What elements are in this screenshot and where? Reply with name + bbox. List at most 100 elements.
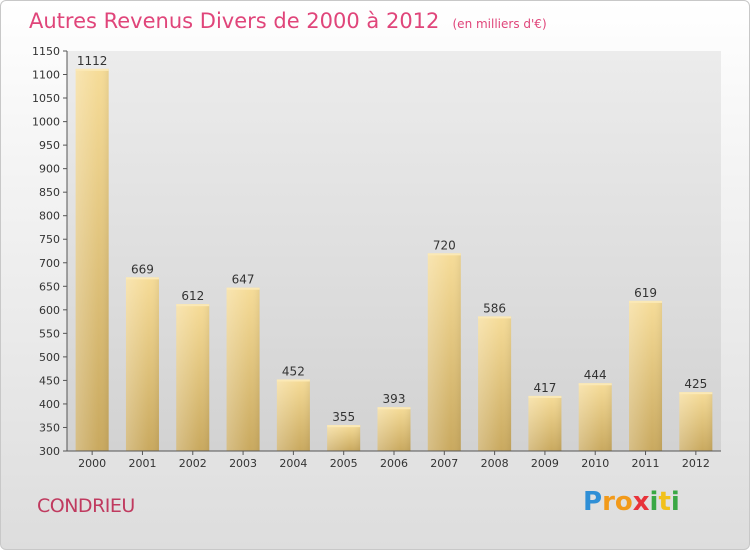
- logo-letter: P: [583, 487, 603, 517]
- y-tick-label: 1000: [32, 116, 60, 129]
- y-tick-label: 600: [39, 304, 60, 317]
- data-label: 1112: [77, 54, 108, 68]
- bar-top: [176, 304, 210, 307]
- bar-2006: [377, 407, 411, 451]
- x-tick-label: 2001: [128, 457, 156, 470]
- bar-top: [478, 316, 512, 319]
- logo-letter: r: [602, 487, 615, 517]
- bar-shade: [75, 68, 109, 451]
- bar-2001: [125, 277, 159, 451]
- y-tick-label: 400: [39, 398, 60, 411]
- data-label: 417: [533, 381, 556, 395]
- x-tick-label: 2004: [279, 457, 307, 470]
- bar-2011: [629, 300, 663, 451]
- x-tick-label: 2011: [632, 457, 660, 470]
- y-tick-label: 1150: [32, 45, 60, 58]
- y-tick-label: 800: [39, 210, 60, 223]
- bar-top: [226, 287, 260, 290]
- bars: 1112 669 612 647 452 355 393 720 586 417 444 619 425: [75, 54, 713, 451]
- bar-top: [125, 277, 159, 280]
- bar-2004: [276, 379, 310, 451]
- bar-shade: [176, 304, 210, 451]
- bar-top: [377, 407, 411, 410]
- bar-2009: [528, 395, 562, 451]
- data-label: 452: [282, 364, 305, 378]
- data-label: 612: [181, 289, 204, 303]
- place-name: CONDRIEU: [37, 495, 135, 517]
- y-tick-label: 1100: [32, 69, 60, 82]
- bar-shade: [629, 300, 663, 451]
- y-tick-label: 750: [39, 233, 60, 246]
- proxiti-logo: Proxiti: [583, 487, 680, 517]
- y-tick-label: 500: [39, 351, 60, 364]
- bar-shade: [478, 316, 512, 451]
- plot-area: [67, 51, 721, 451]
- logo-letter: i: [670, 487, 680, 517]
- y-tick-label: 900: [39, 163, 60, 176]
- bar-2002: [176, 304, 210, 451]
- data-label: 720: [433, 238, 456, 252]
- x-tick-label: 2006: [380, 457, 408, 470]
- bar-top: [427, 253, 461, 256]
- bar-shade: [226, 287, 260, 451]
- logo-letter: i: [649, 487, 659, 517]
- bar-top: [629, 300, 663, 303]
- x-tick-label: 2008: [481, 457, 509, 470]
- data-label: 425: [684, 377, 707, 391]
- bar-shade: [125, 277, 159, 451]
- bar-2012: [679, 392, 713, 451]
- bar-shade: [327, 425, 361, 451]
- x-tick-label: 2005: [330, 457, 358, 470]
- bar-2010: [578, 383, 612, 451]
- y-tick-label: 450: [39, 374, 60, 387]
- bar-top: [276, 379, 310, 382]
- x-tick-label: 2003: [229, 457, 257, 470]
- bar-shade: [528, 395, 562, 451]
- y-tick-label: 950: [39, 139, 60, 152]
- chart-title: Autres Revenus Divers de 2000 à 2012: [29, 9, 440, 33]
- title-row: Autres Revenus Divers de 2000 à 2012 (en…: [29, 9, 547, 33]
- x-tick-label: 2009: [531, 457, 559, 470]
- bar-top: [327, 425, 361, 428]
- bar-shade: [578, 383, 612, 451]
- y-tick-label: 300: [39, 445, 60, 458]
- x-tick-label: 2002: [179, 457, 207, 470]
- logo-letter: x: [632, 487, 650, 517]
- bar-2008: [478, 316, 512, 451]
- y-tick-label: 1050: [32, 92, 60, 105]
- logo-letter: t: [658, 487, 671, 517]
- bar-shade: [276, 379, 310, 451]
- y-axis: 300 350 400 450 500 550 600 650 700 750 800 850 900 9…: [32, 45, 68, 458]
- data-label: 647: [232, 273, 255, 287]
- bar-2003: [226, 287, 260, 451]
- data-label: 355: [332, 410, 355, 424]
- logo-letter: o: [614, 487, 633, 517]
- y-tick-label: 700: [39, 257, 60, 270]
- bar-top: [75, 68, 109, 71]
- bar-2005: [327, 425, 361, 451]
- y-tick-label: 650: [39, 280, 60, 293]
- x-tick-label: 2010: [581, 457, 609, 470]
- bar-2000: [75, 68, 109, 451]
- chart-unit: (en milliers d'€): [452, 17, 547, 31]
- data-label: 669: [131, 262, 154, 276]
- bar-top: [679, 392, 713, 395]
- data-label: 586: [483, 301, 506, 315]
- data-label: 393: [383, 392, 406, 406]
- bar-2007: [427, 253, 461, 451]
- data-label: 444: [584, 368, 607, 382]
- y-tick-label: 350: [39, 421, 60, 434]
- bar-shade: [427, 253, 461, 451]
- bar-shade: [679, 392, 713, 451]
- bar-shade: [377, 407, 411, 451]
- x-tick-label: 2007: [430, 457, 458, 470]
- data-label: 619: [634, 286, 657, 300]
- y-tick-label: 550: [39, 327, 60, 340]
- x-axis: 2000 2001 2002 2003 2004 2005 2006 2007 2008 2009…: [67, 450, 721, 470]
- bar-top: [578, 383, 612, 386]
- x-tick-label: 2000: [78, 457, 106, 470]
- x-tick-label: 2012: [682, 457, 710, 470]
- bar-top: [528, 395, 562, 398]
